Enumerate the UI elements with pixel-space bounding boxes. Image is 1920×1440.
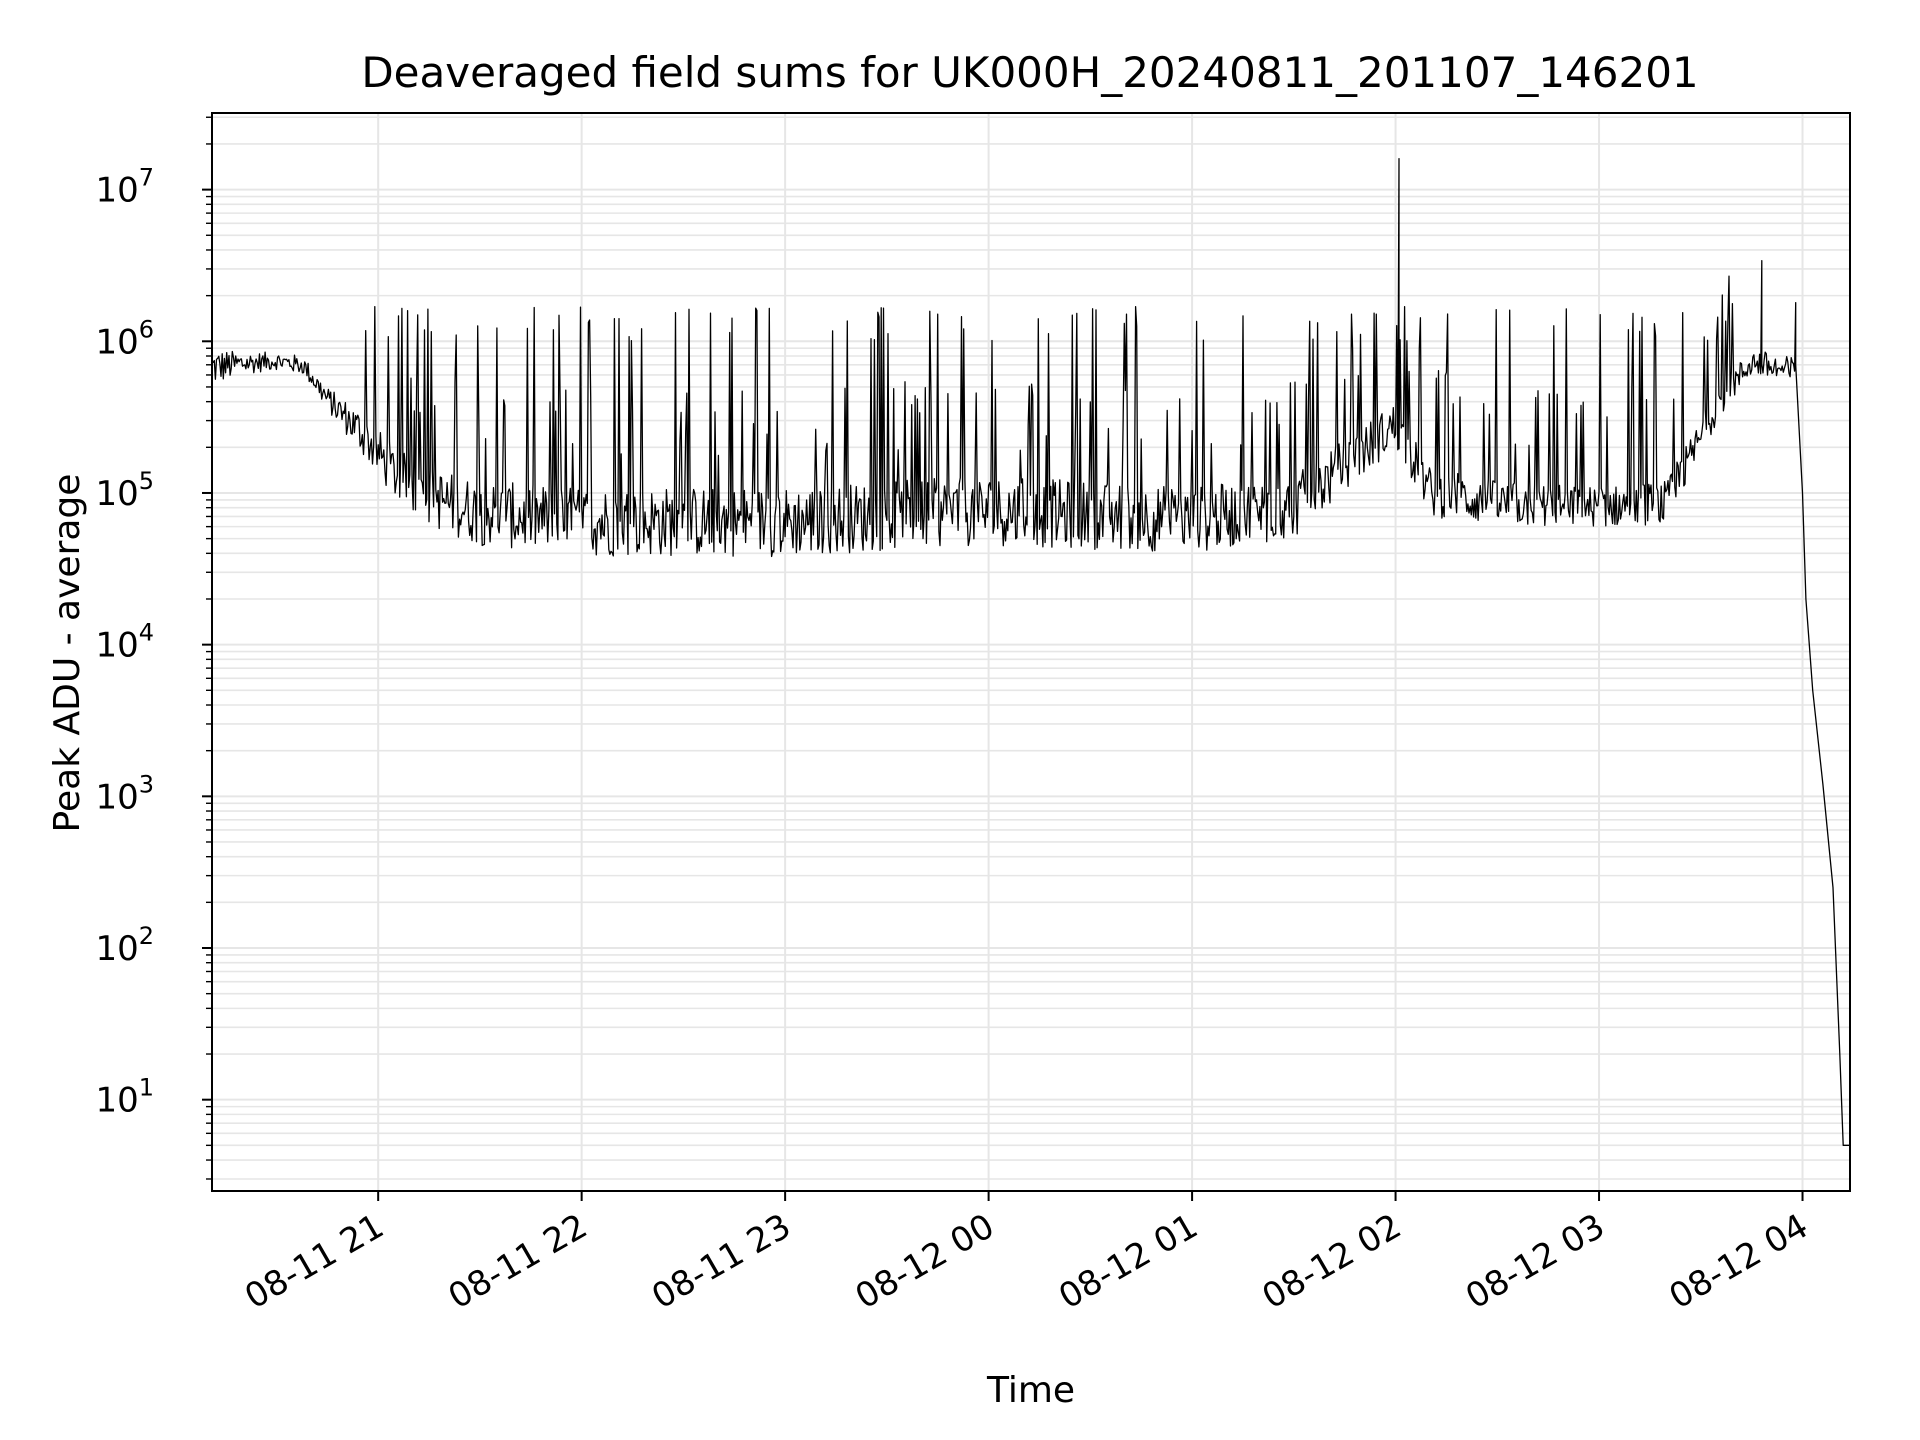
y-tick-label: 103 <box>95 770 154 817</box>
x-tick-label: 08-12 00 <box>849 1206 1001 1317</box>
x-tick-label: 08-11 22 <box>442 1206 594 1317</box>
y-tick-label: 102 <box>95 922 154 969</box>
y-axis-title: Peak ADU - average <box>47 474 88 833</box>
y-tick-label: 106 <box>95 315 154 362</box>
grid-layer <box>212 113 1850 1191</box>
y-tick-label: 107 <box>95 164 154 211</box>
x-tick-label: 08-11 21 <box>238 1206 390 1317</box>
x-tick-label: 08-12 02 <box>1256 1206 1408 1317</box>
series-line <box>211 158 1850 1146</box>
y-tick-label: 105 <box>95 467 154 514</box>
x-axis: 08-11 21 08-11 22 08-11 23 08-12 00 08-12 01… <box>238 1191 1815 1317</box>
y-axis: 101 102 103 104 105 106 107 <box>95 116 212 1180</box>
x-tick-label: 08-12 01 <box>1052 1206 1204 1317</box>
y-tick-label: 104 <box>95 619 154 666</box>
x-tick-label: 08-11 23 <box>645 1206 797 1317</box>
x-tick-label: 08-12 04 <box>1663 1206 1815 1317</box>
chart-title: Deaveraged field sums for UK000H_2024081… <box>361 48 1698 97</box>
x-axis-title: Time <box>986 1370 1075 1411</box>
y-tick-label: 101 <box>95 1074 154 1121</box>
series-layer <box>211 158 1850 1146</box>
x-tick-label: 08-12 03 <box>1459 1206 1611 1317</box>
